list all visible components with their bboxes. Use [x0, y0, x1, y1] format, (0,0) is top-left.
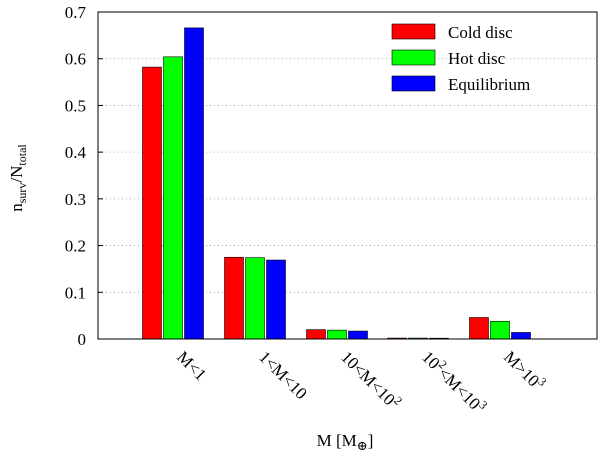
y-tick-label: 0.5 [65, 96, 86, 115]
legend-label: Hot disc [448, 49, 506, 68]
bar [511, 332, 531, 340]
legend-label: Cold disc [448, 23, 513, 42]
y-axis-label-sub1: surv [15, 183, 29, 204]
x-tick-label: M<1 [173, 347, 210, 384]
bar [224, 256, 244, 340]
bar [348, 330, 368, 340]
bar [490, 320, 510, 340]
y-tick-label: 0.2 [65, 237, 86, 256]
x-tick-label: M>103 [500, 345, 549, 394]
bars-group [142, 27, 531, 340]
bar [327, 329, 347, 340]
bar [469, 317, 489, 340]
bar [142, 66, 162, 340]
y-tick-label: 0.1 [65, 283, 86, 302]
y-tick-label: 0.6 [65, 50, 86, 69]
x-tick-label: 10<M<102 [337, 345, 405, 413]
bar [306, 329, 326, 340]
y-tick-label: 0.3 [65, 190, 86, 209]
plot-border [97, 11, 598, 340]
bar [245, 257, 265, 340]
legend-swatch [391, 49, 436, 66]
x-axis-label-end: ] [368, 431, 374, 450]
bar [184, 27, 204, 340]
y-axis-label-sub2: total [15, 144, 29, 166]
y-tick-label: 0 [78, 330, 87, 349]
x-axis-label-sub: ⊕ [357, 438, 368, 453]
y-tick-label: 0.4 [65, 143, 87, 162]
legend: Cold disc Hot disc Equilibrium [391, 23, 530, 94]
y-axis-label: nsurv/Ntotal [7, 144, 29, 212]
plot-frame [97, 11, 598, 340]
legend-label: Equilibrium [448, 75, 530, 94]
x-tick-label: 1<M<10 [255, 347, 311, 403]
x-axis-label-main: M [M [317, 431, 357, 450]
y-tick-labels: 0 0.1 0.2 0.3 0.4 0.5 0.6 0.7 [65, 3, 87, 349]
y-axis-label-main: n [7, 203, 26, 212]
x-tick-label: 102<M<103 [418, 345, 490, 417]
x-axis-label: M [M⊕] [317, 431, 374, 453]
bar [163, 56, 183, 340]
bar [266, 259, 286, 340]
y-axis-label-mid: /N [7, 166, 26, 183]
y-tick-label: 0.7 [65, 3, 87, 22]
legend-swatch [391, 75, 436, 92]
legend-swatch [391, 23, 436, 40]
